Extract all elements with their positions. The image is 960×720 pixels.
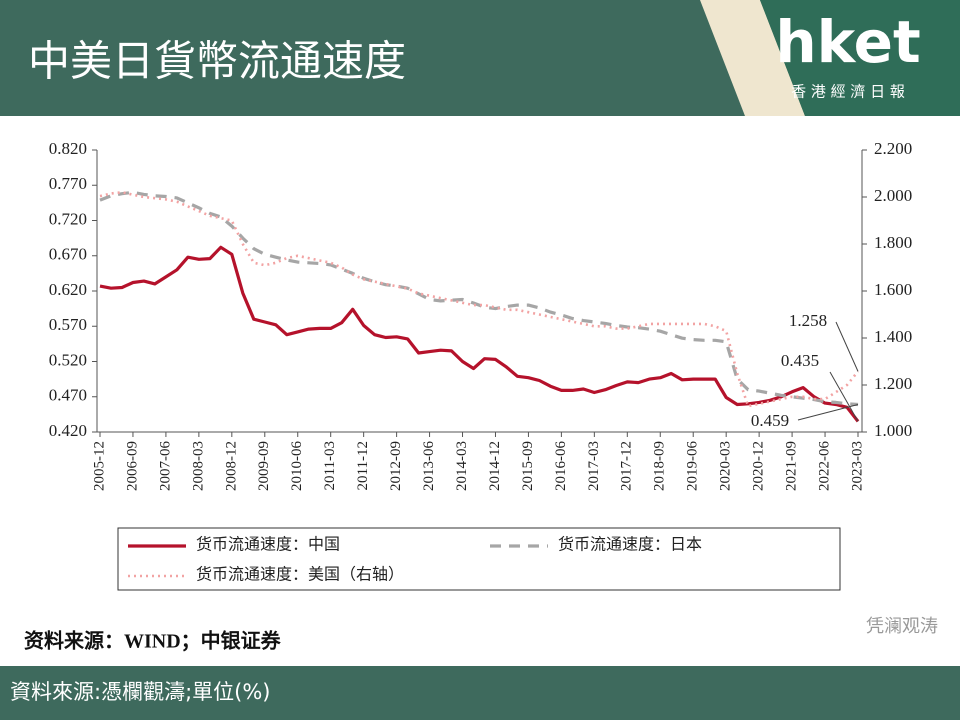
logo: hket [775, 8, 920, 76]
page-title: 中美日貨幣流通速度 [28, 37, 406, 86]
y-tick-label: 0.570 [49, 315, 87, 334]
legend-label: 货币流通速度：美国（右轴） [196, 566, 404, 584]
x-tick-label: 2012-09 [388, 441, 404, 491]
x-tick-label: 2005-12 [91, 441, 107, 491]
y-tick-label: 0.670 [49, 245, 87, 264]
y-tick-label: 0.420 [49, 421, 87, 440]
annotation-leader [829, 371, 859, 422]
annotation: 0.459 [751, 411, 789, 430]
x-tick-label: 2011-12 [355, 441, 371, 490]
x-tick-label: 2017-12 [619, 441, 635, 491]
y2-tick-label: 1.800 [874, 233, 912, 252]
x-tick-label: 2023-03 [849, 441, 865, 491]
footer-band [0, 666, 960, 720]
annotation: 0.435 [781, 351, 819, 370]
x-tick-label: 2006-09 [124, 441, 140, 491]
series-line [99, 190, 859, 407]
x-tick-label: 2009-09 [256, 441, 272, 491]
x-tick-label: 2014-03 [454, 441, 470, 491]
header-stripe [700, 0, 805, 116]
footer-text: 資料來源:憑欄觀濤;單位(%) [10, 680, 271, 704]
y-tick-label: 0.620 [49, 280, 87, 299]
x-tick-label: 2015-09 [520, 441, 536, 491]
annotation-leader [797, 404, 859, 421]
legend-label: 货币流通速度：日本 [558, 536, 702, 554]
source-note: 资料来源：WIND；中银证券 [24, 629, 282, 653]
x-tick-label: 2021-09 [784, 441, 800, 491]
y2-tick-label: 1.400 [874, 327, 912, 346]
x-tick-label: 2022-06 [816, 441, 832, 491]
y2-tick-label: 1.000 [874, 421, 912, 440]
y-tick-label: 0.720 [49, 209, 87, 228]
x-tick-label: 2014-12 [487, 441, 503, 491]
x-tick-label: 2020-03 [718, 441, 734, 491]
y-tick-label: 0.520 [49, 350, 87, 369]
x-tick-label: 2017-03 [586, 441, 602, 491]
x-tick-label: 2019-06 [685, 441, 701, 491]
logo-subtitle: 香 港 經 濟 日 報 [791, 83, 905, 101]
x-tick-label: 2010-06 [289, 441, 305, 491]
x-tick-label: 2007-06 [157, 441, 173, 491]
series-line [99, 245, 860, 423]
y2-tick-label: 2.200 [874, 139, 912, 158]
x-tick-label: 2020-12 [751, 441, 767, 491]
legend-label: 货币流通速度：中国 [196, 536, 340, 554]
logo-area [760, 0, 960, 116]
y2-tick-label: 1.600 [874, 280, 912, 299]
chart: 资料来源：WIND；中银证券 凭澜观涛 0.420 0.470 0.520 0.570… [24, 139, 938, 653]
watermark: 凭澜观涛 [866, 616, 938, 636]
y-tick-label: 0.470 [49, 386, 87, 405]
x-tick-label: 2011-03 [322, 441, 338, 490]
legend-box [117, 527, 841, 591]
annotation: 1.258 [789, 311, 827, 330]
x-tick-label: 2008-12 [223, 441, 239, 491]
x-tick-label: 2013-06 [421, 441, 437, 491]
x-tick-label: 2016-06 [553, 441, 569, 491]
x-tick-label: 2018-09 [652, 441, 668, 491]
y2-tick-label: 2.000 [874, 186, 912, 205]
x-tick-label: 2008-03 [190, 441, 206, 491]
annotation-leader [835, 321, 859, 372]
y2-tick-label: 1.200 [874, 374, 912, 393]
y-tick-label: 0.820 [49, 139, 87, 158]
y-tick-label: 0.770 [49, 174, 87, 193]
